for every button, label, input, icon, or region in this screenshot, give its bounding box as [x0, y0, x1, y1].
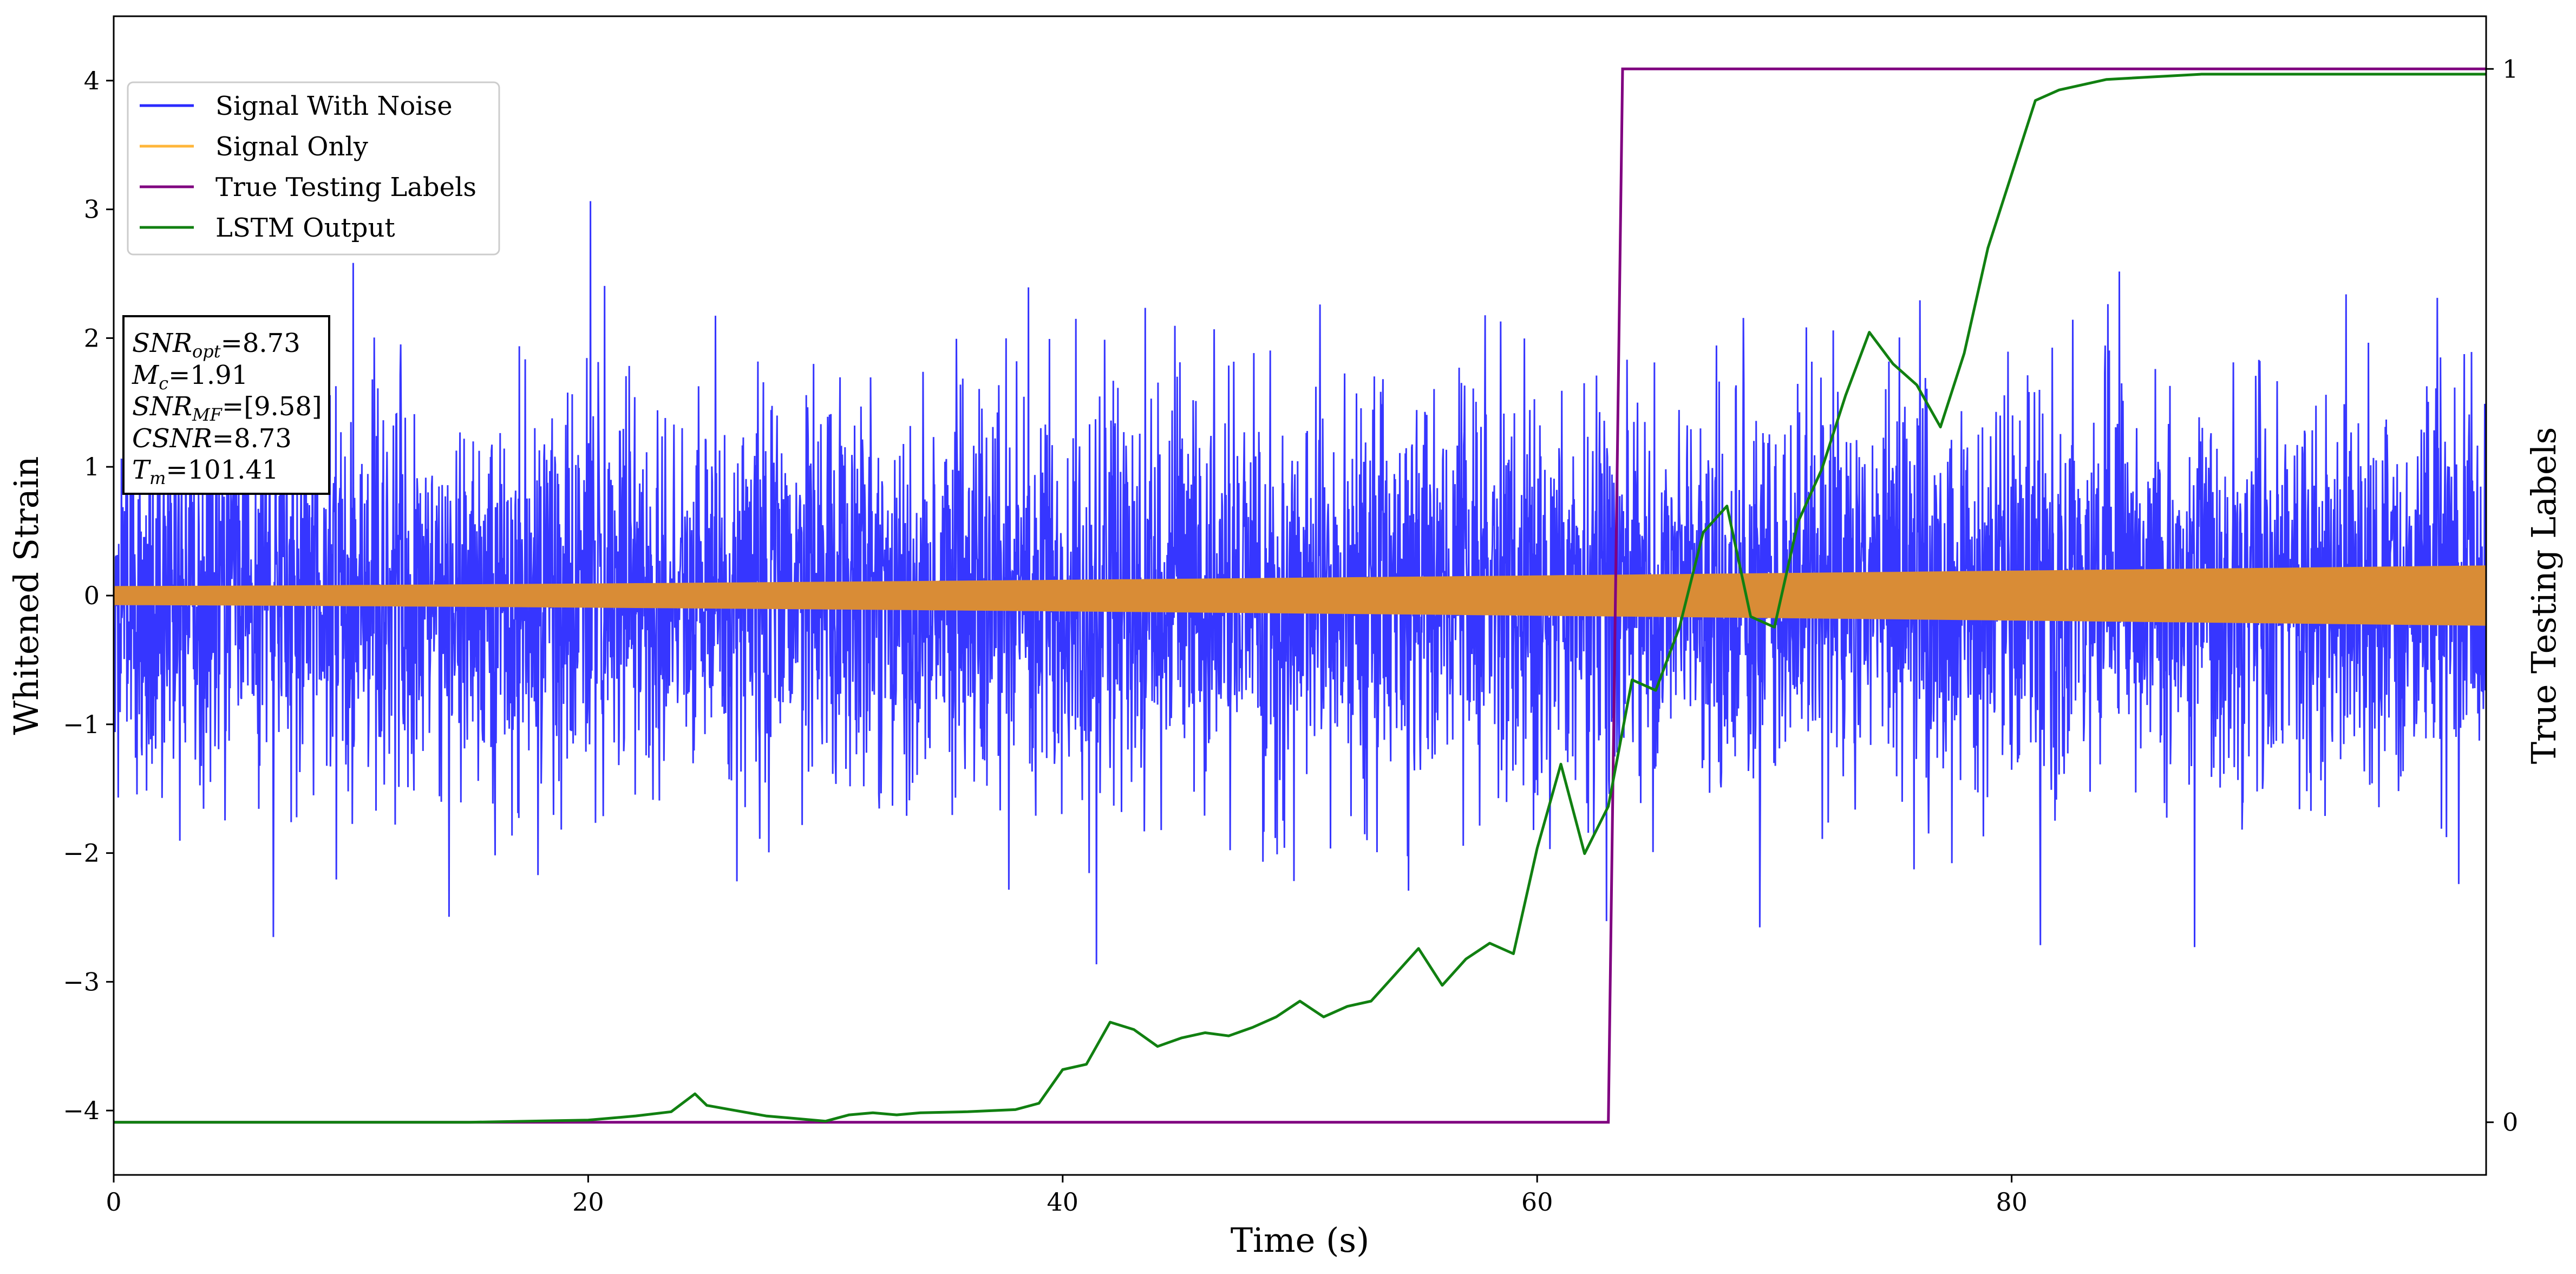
plot-area — [114, 67, 2486, 1124]
legend-label: Signal With Noise — [215, 91, 453, 121]
lstm-output-line — [114, 73, 2486, 1124]
y2-tick-label: 1 — [2502, 54, 2518, 83]
legend-label: True Testing Labels — [215, 172, 476, 202]
info-snr-mf: SNRMF=[9.58] — [132, 391, 322, 425]
legend: Signal With Noise Signal Only True Testi… — [127, 81, 500, 256]
y-tick-label: 3 — [84, 195, 100, 224]
y-tick-label: 2 — [84, 323, 100, 352]
info-csnr-main: CSNR — [132, 423, 212, 454]
y2-tick-label: 0 — [2502, 1108, 2518, 1137]
info-tm: Tm=101.41 — [132, 455, 279, 488]
info-snr-mf-main: SNR — [132, 391, 192, 422]
info-snr-mf-value: =[9.58] — [222, 391, 322, 422]
legend-label: Signal Only — [215, 132, 368, 162]
y-tick-label: 4 — [84, 66, 100, 95]
info-mc-sub: c — [159, 373, 168, 394]
y-tick-label: 0 — [84, 581, 100, 610]
y2-axis-label: True Testing Labels — [2524, 427, 2564, 765]
info-snr-opt: SNRopt=8.73 — [132, 328, 300, 362]
y-tick-label: −2 — [63, 839, 100, 868]
info-snr-opt-sub: opt — [192, 341, 221, 362]
info-mc-main: M — [132, 360, 160, 390]
info-tm-sub: m — [149, 468, 166, 488]
y-tick-label: 1 — [84, 452, 100, 481]
x-tick-label: 60 — [1521, 1187, 1553, 1217]
signal-only-line — [114, 565, 2486, 626]
x-tick-label: 80 — [1996, 1187, 2028, 1217]
info-box-frame — [122, 315, 330, 495]
info-mc: Mc=1.91 — [132, 360, 248, 394]
x-tick-label: 20 — [572, 1187, 604, 1217]
true-testing-labels-line — [114, 67, 2486, 1124]
x-axis-label: Time (s) — [1231, 1220, 1370, 1260]
x-tick-label: 40 — [1047, 1187, 1079, 1217]
y-axis-label: Whitened Strain — [6, 456, 46, 735]
info-mc-value: =1.91 — [168, 360, 248, 390]
y-tick-label: −3 — [63, 967, 100, 996]
info-snr-opt-value: =8.73 — [221, 328, 300, 358]
x-tick-label: 0 — [106, 1187, 121, 1217]
info-snr-mf-sub: MF — [192, 404, 223, 425]
info-tm-value: =101.41 — [166, 455, 278, 485]
legend-frame — [127, 81, 500, 256]
info-snr-opt-main: SNR — [132, 328, 192, 358]
y-tick-label: −1 — [63, 710, 100, 739]
info-csnr-value: =8.73 — [212, 423, 292, 454]
info-box: SNRopt=8.73 Mc=1.91 SNRMF=[9.58] CSNR=8.… — [122, 315, 330, 495]
y-tick-label: −4 — [63, 1096, 100, 1125]
info-tm-main: T — [132, 455, 151, 485]
legend-label: LSTM Output — [215, 213, 395, 243]
info-csnr: CSNR=8.73 — [132, 423, 292, 454]
